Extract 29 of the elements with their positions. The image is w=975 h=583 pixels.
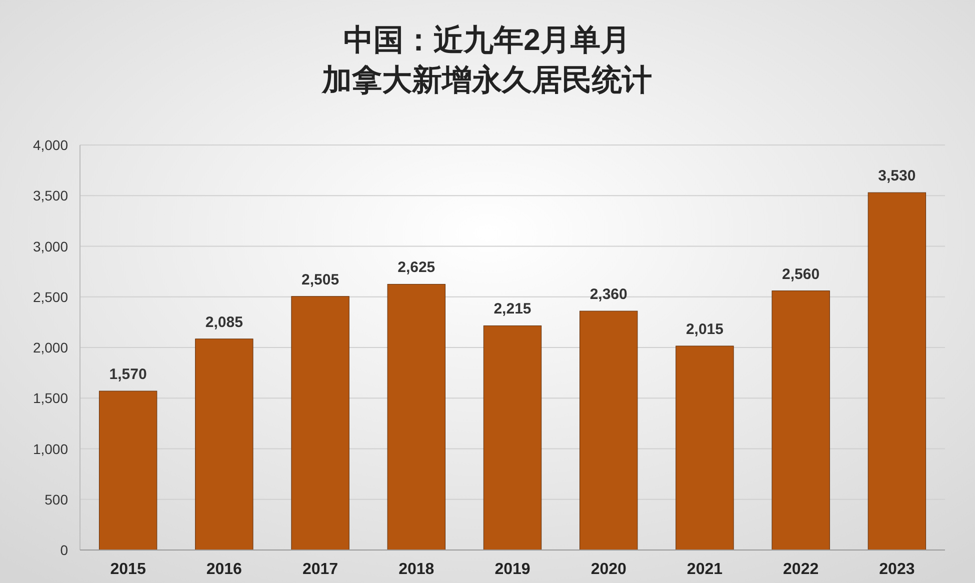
data-label: 3,530	[878, 168, 916, 185]
y-tick-label: 3,000	[32, 238, 68, 254]
chart-title: 中国：近九年2月单月	[344, 24, 630, 57]
x-tick-label: 2019	[494, 561, 530, 578]
data-label: 2,560	[782, 266, 820, 283]
y-tick-label: 2,500	[32, 288, 68, 305]
data-label: 1,570	[109, 366, 147, 384]
y-tick-label: 500	[44, 491, 68, 508]
y-tick-label: 1,500	[32, 390, 68, 406]
x-tick-label: 2021	[686, 561, 723, 578]
x-tick-label: 2020	[590, 561, 627, 578]
data-label: 2,015	[686, 320, 724, 338]
x-tick-label: 2022	[783, 561, 819, 578]
y-tick-label: 4,000	[32, 137, 68, 153]
y-tick-label: 0	[60, 542, 68, 558]
data-label: 2,625	[398, 259, 436, 276]
y-tick-label: 2,000	[32, 340, 68, 356]
x-tick-label: 2015	[110, 561, 146, 578]
chart-subtitle: 加拿大新增永久居民统计	[321, 63, 652, 97]
data-label: 2,360	[590, 286, 628, 304]
data-label: 2,215	[494, 300, 532, 318]
x-tick-label: 2018	[398, 561, 434, 578]
y-tick-label: 1,000	[32, 440, 68, 457]
y-tick-label: 3,500	[32, 188, 68, 204]
x-tick-label: 2016	[206, 561, 242, 578]
x-tick-label: 2023	[879, 561, 915, 578]
x-tick-label: 2017	[302, 561, 338, 578]
data-label: 2,085	[205, 314, 243, 331]
data-label: 2,505	[302, 271, 340, 288]
